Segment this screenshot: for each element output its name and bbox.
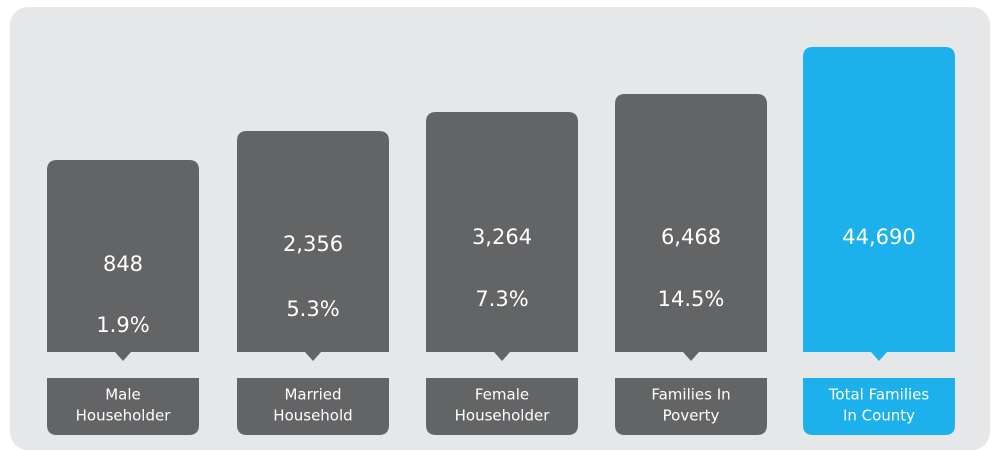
label: Household <box>273 407 352 425</box>
label-box <box>615 378 767 435</box>
count: 44,690 <box>842 225 915 249</box>
label: Male <box>105 386 141 404</box>
percent: 1.9% <box>96 313 149 337</box>
label: Families In <box>651 386 730 404</box>
percent: 5.3% <box>286 297 339 321</box>
column <box>426 112 578 361</box>
label: In County <box>843 407 915 425</box>
label: Female <box>475 386 529 404</box>
label: Poverty <box>663 407 720 425</box>
percent: 14.5% <box>658 287 725 311</box>
percent: 7.3% <box>475 287 528 311</box>
count: 6,468 <box>661 225 721 249</box>
column <box>237 131 389 361</box>
count: 2,356 <box>283 232 343 256</box>
label: Householder <box>76 407 172 425</box>
column <box>47 160 199 361</box>
label: Married <box>284 386 341 404</box>
label-box <box>47 378 199 435</box>
label-box <box>426 378 578 435</box>
label-box <box>803 378 955 435</box>
label: Total Families <box>828 386 930 404</box>
count: 3,264 <box>472 225 532 249</box>
column <box>615 94 767 361</box>
label-box <box>237 378 389 435</box>
column <box>803 47 955 361</box>
count: 848 <box>103 252 143 276</box>
label: Householder <box>455 407 551 425</box>
